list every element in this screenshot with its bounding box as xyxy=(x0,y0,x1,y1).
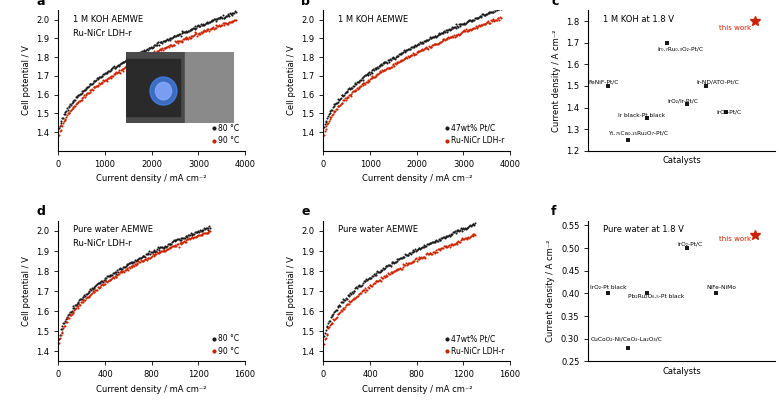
X-axis label: Current density / mA cm⁻²: Current density / mA cm⁻² xyxy=(361,174,472,183)
Y-axis label: Cell potential / V: Cell potential / V xyxy=(22,45,30,116)
Text: Ir₀.₇Ru₀.₃O₂-Pt/C: Ir₀.₇Ru₀.₃O₂-Pt/C xyxy=(657,46,703,51)
Text: d: d xyxy=(36,205,45,218)
X-axis label: Current density / mA cm⁻²: Current density / mA cm⁻² xyxy=(97,385,207,394)
Text: Ru-NiCr LDH-r: Ru-NiCr LDH-r xyxy=(73,28,132,38)
Text: e: e xyxy=(301,205,309,218)
Text: Ir-ND/ATO-Pt/C: Ir-ND/ATO-Pt/C xyxy=(696,80,739,85)
Text: Ru-NiCr LDH-r: Ru-NiCr LDH-r xyxy=(73,239,132,248)
X-axis label: Catalysts: Catalysts xyxy=(662,367,701,376)
Text: IrO₂-Pt black: IrO₂-Pt black xyxy=(590,285,627,290)
Legend: 80 °C, 90 °C: 80 °C, 90 °C xyxy=(211,122,241,147)
Text: Pb₂Ru₂O₆.₅-Pt black: Pb₂Ru₂O₆.₅-Pt black xyxy=(628,294,684,299)
Text: Pure water at 1.8 V: Pure water at 1.8 V xyxy=(604,225,684,234)
Text: Pure water AEMWE: Pure water AEMWE xyxy=(338,225,418,234)
Text: NiFe-NiMo: NiFe-NiMo xyxy=(707,285,736,290)
Text: b: b xyxy=(301,0,310,7)
Text: Ir black-Pt black: Ir black-Pt black xyxy=(618,113,665,119)
Text: CuCoO₂-Ni/CeO₂-La₂O₃/C: CuCoO₂-Ni/CeO₂-La₂O₃/C xyxy=(590,337,662,342)
Text: 1 M KOH at 1.8 V: 1 M KOH at 1.8 V xyxy=(604,14,675,24)
Text: IrO₂/Ir-Pt/C: IrO₂/Ir-Pt/C xyxy=(667,98,698,103)
Y-axis label: Current density / A cm⁻²: Current density / A cm⁻² xyxy=(552,29,561,132)
Text: IrO₂-Pt/C: IrO₂-Pt/C xyxy=(677,242,702,247)
X-axis label: Catalysts: Catalysts xyxy=(662,156,701,165)
Legend: 80 °C, 90 °C: 80 °C, 90 °C xyxy=(211,333,241,358)
Text: 1 M KOH AEMWE: 1 M KOH AEMWE xyxy=(338,14,408,24)
Text: a: a xyxy=(36,0,44,7)
Text: c: c xyxy=(551,0,559,7)
Y-axis label: Current density / A cm⁻²: Current density / A cm⁻² xyxy=(546,240,555,342)
X-axis label: Current density / mA cm⁻²: Current density / mA cm⁻² xyxy=(361,385,472,394)
Text: 1 M KOH AEMWE: 1 M KOH AEMWE xyxy=(73,14,143,24)
Y-axis label: Cell potential / V: Cell potential / V xyxy=(22,256,30,326)
Legend: 47wt% Pt/C, Ru-NiCr LDH-r: 47wt% Pt/C, Ru-NiCr LDH-r xyxy=(444,122,506,147)
Text: f: f xyxy=(551,205,557,218)
Y-axis label: Cell potential / V: Cell potential / V xyxy=(287,45,295,116)
Text: IrO₂-Pt/C: IrO₂-Pt/C xyxy=(716,109,742,114)
Text: FeNiF-Pt/C: FeNiF-Pt/C xyxy=(588,80,619,85)
Text: this work: this work xyxy=(719,26,752,31)
Text: Pure water AEMWE: Pure water AEMWE xyxy=(73,225,153,234)
Y-axis label: Cell potential / V: Cell potential / V xyxy=(287,256,295,326)
Text: this work: this work xyxy=(719,236,752,242)
Legend: 47wt% Pt/C, Ru-NiCr LDH-r: 47wt% Pt/C, Ru-NiCr LDH-r xyxy=(444,333,506,358)
Text: Y₁.₇₅Ca₀.₂₅Ru₂O₇-Pt/C: Y₁.₇₅Ca₀.₂₅Ru₂O₇-Pt/C xyxy=(608,131,668,135)
X-axis label: Current density / mA cm⁻²: Current density / mA cm⁻² xyxy=(97,174,207,183)
